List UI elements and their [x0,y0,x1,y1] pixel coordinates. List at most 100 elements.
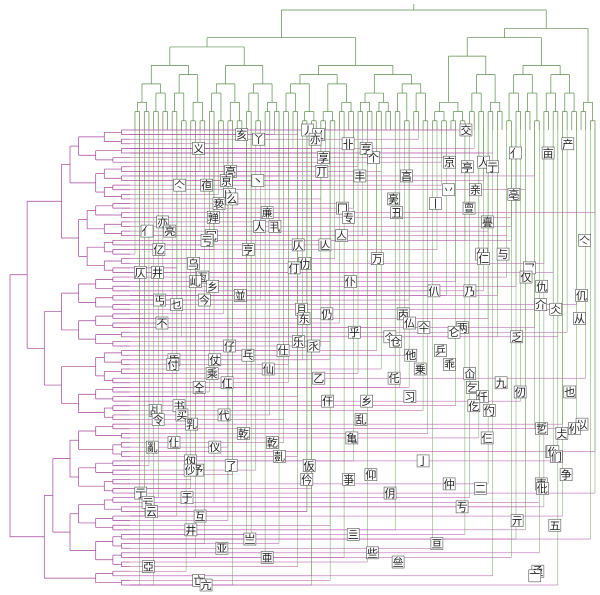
glyph-label: 亽 [579,234,590,247]
glyph-node: 亶 [462,201,476,215]
glyph-label: 仚 [464,368,475,381]
glyph-node: 仄 [133,266,147,279]
glyph-label: 乖 [444,358,455,371]
glyph-node: 义 [192,142,205,155]
glyph-node: 九 [494,376,508,390]
glyph-node: 亽 [173,178,186,192]
glyph-label: 亾 [319,239,330,252]
glyph-node: 亳 [507,187,521,201]
glyph-label: 亳 [508,187,519,201]
glyph-label: 仓 [390,334,401,348]
glyph-label: 冂 [337,202,348,215]
glyph-node: 仞 [513,385,527,399]
glyph-label: 亀 [346,431,357,445]
glyph-label: 书 [174,400,185,413]
glyph-node: 也 [563,385,577,399]
glyph-label: 乏 [511,331,522,344]
glyph-label: 亓 [512,515,523,528]
glyph-label: 亊 [343,473,354,486]
glyph-node: 亞 [142,560,155,574]
glyph-node: 亅 [416,454,430,468]
glyph-node: 仓 [389,334,403,348]
glyph-node: 仠 [321,394,334,408]
glyph-node: 仙 [261,362,275,376]
glyph-node: 仝 [192,380,206,394]
glyph-label: 仛 [389,372,400,385]
glyph-node: 乜 [170,298,183,312]
glyph-node: 仔 [223,339,236,353]
glyph-node: 乳 [185,417,198,431]
glyph-label: 亸 [208,210,219,224]
glyph-label: 仯 [185,464,196,477]
glyph-label: 乩 [150,404,161,417]
glyph-node: 亭 [461,160,474,174]
glyph-node: 仗 [208,353,222,367]
glyph-label: 乡 [207,280,218,293]
glyph-node: 乘 [205,367,219,381]
glyph-node: 令 [151,413,165,427]
glyph-node: 们 [550,449,563,463]
glyph-node: 些 [366,546,379,560]
glyph-label: 付 [167,358,178,371]
glyph-label: 亰 [221,174,232,188]
glyph-node: 乎 [348,325,361,339]
glyph-label: 亦 [157,215,168,229]
glyph-label: 亂 [147,441,158,454]
glyph-node: 争 [559,468,573,482]
glyph-node: 乱 [354,413,368,427]
glyph-node: 么 [225,192,239,206]
glyph-node: 乑 [307,339,321,353]
glyph-label: 且 [296,303,307,316]
glyph-label: 也 [564,386,575,399]
glyph-node: 仡 [467,399,481,413]
glyph-node: 仯 [183,463,197,477]
glyph-label: 仳 [537,482,548,495]
glyph-node: 五 [548,518,562,532]
glyph-node: 他 [404,348,418,362]
glyph-label: 亵 [214,197,225,211]
glyph-node: 亨 [359,141,373,155]
glyph-label: 仈 [428,285,439,298]
glyph-node: 付 [166,358,180,371]
glyph-label: 乑 [308,340,319,353]
glyph-label: 九 [496,377,507,390]
glyph-node: 万 [370,252,384,266]
glyph-label: 仡 [468,400,479,413]
glyph-node: 亩 [541,146,555,160]
glyph-node: 亠 [528,569,542,583]
glyph-node: 亂 [145,440,159,454]
glyph-node: 今 [198,293,211,307]
glyph-node: 乴 [535,422,548,436]
glyph-node: 仩 [167,436,181,450]
glyph-node: 亹 [481,215,494,229]
glyph-label: 亶 [464,201,475,215]
glyph-label: 今 [199,293,210,307]
glyph-node: 乓 [241,348,255,362]
glyph-label: 万 [372,253,383,266]
glyph-node: 丮 [268,220,282,234]
glyph-label: 仧 [556,426,567,440]
glyph-node: 仰 [364,468,378,482]
glyph-node: 介 [534,298,548,312]
glyph-node: 亴 [387,192,400,206]
glyph-node: 仨 [480,431,494,445]
glyph-label: 丶 [252,175,263,188]
glyph-node: 亜 [260,551,274,564]
glyph-label: 亚 [216,542,227,555]
glyph-label: 仔 [224,340,235,353]
glyph-node: 亲 [469,183,482,197]
glyph-node: 与 [496,247,510,261]
glyph-node: 亀 [345,431,359,445]
glyph-label: 专 [343,210,354,224]
glyph-label: 亢 [201,578,212,592]
glyph-label: 亗 [244,532,255,546]
glyph-node: 仛 [387,371,401,385]
glyph-label: 亱 [201,178,212,192]
glyph-node: 亊 [342,472,355,486]
glyph-node: 亦 [308,132,322,146]
glyph-label: 东 [298,312,309,325]
glyph-node: 东 [297,312,311,325]
glyph-label: 们 [551,449,562,463]
glyph-node: 丌 [315,165,329,178]
glyph-node: 井 [151,265,164,279]
